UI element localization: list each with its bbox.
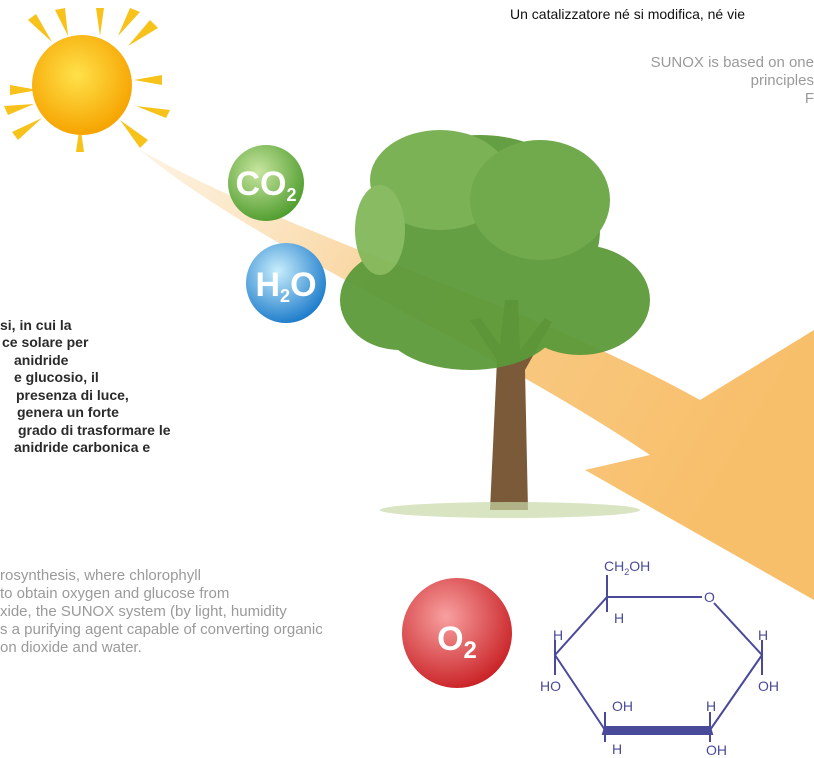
header-line: principles (751, 72, 814, 89)
header-line: F (805, 90, 814, 107)
ch-tail: OH (629, 558, 650, 574)
h2o-text: H (255, 266, 280, 304)
glucose-label: O (704, 589, 715, 605)
glucose-label: OH (612, 698, 633, 714)
o2-sub: 2 (464, 637, 477, 664)
italian-line: anidride carbonica e (14, 439, 150, 455)
h2o-bubble: H2O (246, 243, 326, 323)
sun (4, 8, 170, 152)
italian-line: anidride (14, 352, 69, 368)
glucose-label: H (758, 627, 768, 643)
english-line: s a purifying agent capable of convertin… (0, 621, 323, 638)
h2o-sub: 2 (280, 286, 290, 306)
english-line: on dioxide and water. (0, 639, 142, 656)
ch2oh: CH2OH (604, 558, 650, 577)
italian-line: ce solare per (2, 334, 89, 350)
glucose-label: H (612, 741, 622, 757)
h2o-label: H2O (255, 266, 316, 306)
o2-bubble: O2 (402, 578, 512, 688)
o2-text: O (437, 620, 463, 658)
italian-line: si, in cui la (0, 317, 72, 333)
italian-line: presenza di luce, (16, 387, 129, 403)
header-italian: Un catalizzatore né si modifica, né vie (510, 6, 745, 22)
glucose-label: H (706, 698, 716, 714)
english-line: rosynthesis, where chlorophyll (0, 567, 201, 584)
tree (340, 130, 650, 518)
ch-text: CH (604, 558, 624, 574)
english-line: to obtain oxygen and glucose from (0, 585, 229, 602)
english-line: xide, the SUNOX system (by light, humidi… (0, 603, 287, 620)
glucose-label: OH (706, 742, 727, 758)
co2-bubble: CO2 (228, 145, 304, 221)
light-arrow (140, 150, 814, 600)
glucose-label: H (614, 610, 624, 626)
glucose (553, 575, 764, 742)
co2-label: CO2 (235, 165, 296, 205)
italian-line: grado di trasformare le (18, 422, 171, 438)
ch-sub: 2 (624, 567, 629, 577)
glucose-label: OH (758, 678, 779, 694)
h2o-tail: O (290, 266, 316, 304)
glucose-label: H (553, 627, 563, 643)
co2-sub: 2 (286, 185, 296, 205)
header-line: SUNOX is based on one (651, 54, 814, 71)
co2-text: CO (235, 165, 286, 203)
italian-line: genera un forte (17, 404, 119, 420)
glucose-label: HO (540, 678, 561, 694)
o2-label: O2 (437, 620, 477, 664)
italian-line: e glucosio, il (14, 369, 99, 385)
